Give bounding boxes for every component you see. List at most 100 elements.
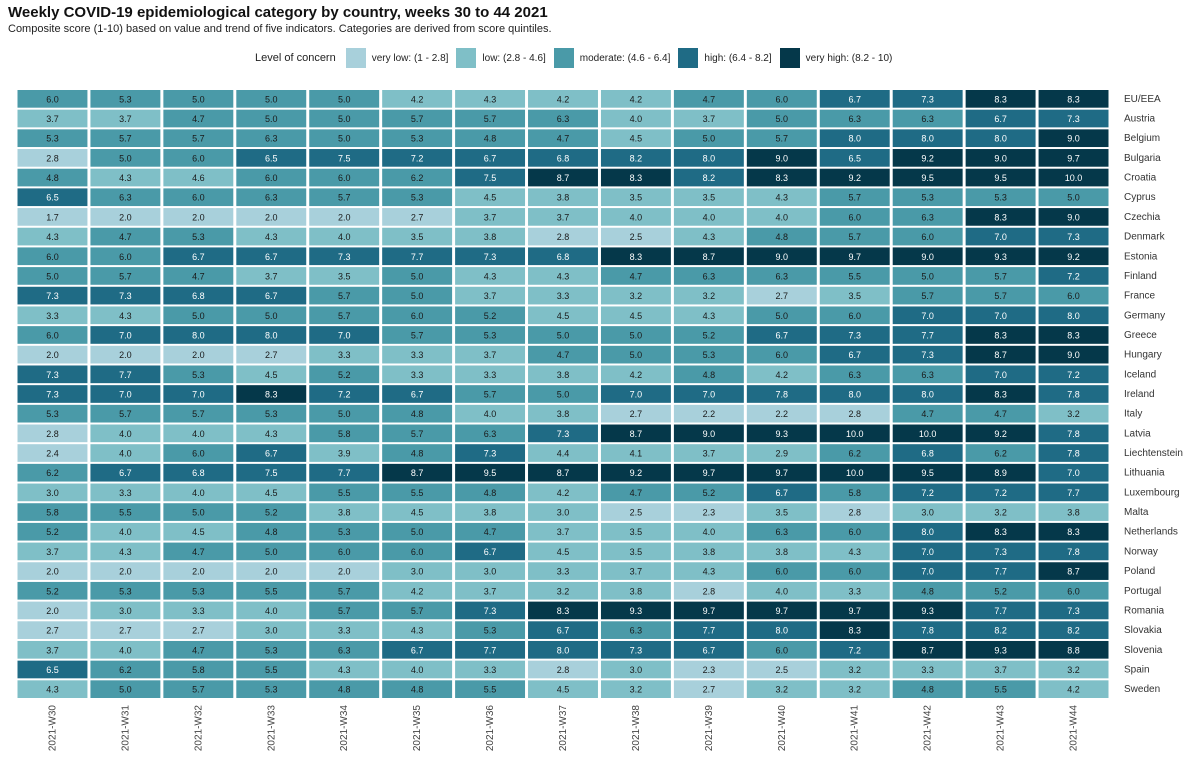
heatmap-cell [965,562,1036,580]
cell-value-label: 9.2 [630,468,643,478]
cell-value-label: 6.0 [776,350,789,360]
cell-value-label: 4.3 [119,173,132,183]
cell-value-label: 9.7 [848,606,861,616]
heatmap-cell [1038,109,1109,128]
heatmap-cell [309,601,380,620]
heatmap-cell [163,168,234,187]
column-label: 2021-W40 [777,705,788,752]
heatmap-cell [600,660,671,679]
heatmap-cell [819,640,890,659]
cell-value-label: 3.8 [484,232,497,242]
row-label: Italy [1124,409,1142,420]
cell-value-label: 4.3 [46,685,59,695]
cell-value-label: 6.0 [1067,586,1080,596]
cell-value-label: 5.7 [776,134,789,144]
cell-value-label: 3.7 [46,547,59,557]
heatmap-cell [673,640,744,659]
heatmap-cell [1038,326,1109,344]
heatmap-cell [673,581,744,600]
heatmap-cell [965,404,1036,423]
cell-value-label: 5.2 [994,586,1007,596]
cell-value-label: 6.0 [119,252,132,262]
heatmap-cell [600,208,671,226]
heatmap-cell [163,601,234,620]
cell-value-label: 4.8 [484,134,497,144]
heatmap-cell [90,522,161,541]
cell-value-label: 3.7 [703,449,716,459]
cell-value-label: 5.3 [46,409,59,419]
cell-value-label: 8.0 [192,330,205,340]
heatmap-cell [236,601,307,620]
cell-value-label: 4.2 [1067,685,1080,695]
heatmap-cell [892,463,963,482]
cell-value-label: 6.8 [192,291,205,301]
heatmap-cell [819,680,890,698]
heatmap-cell [746,365,817,384]
heatmap-cell [382,542,453,561]
cell-value-label: 6.3 [776,527,789,537]
heatmap-cell [600,365,671,384]
legend-swatch [678,48,699,68]
heatmap-cell [819,149,890,167]
cell-value-label: 9.2 [1067,252,1080,262]
cell-value-label: 3.3 [484,665,497,675]
heatmap-cell [746,444,817,462]
cell-value-label: 9.7 [703,468,716,478]
heatmap-cell [746,404,817,423]
heatmap-cell [382,522,453,541]
heatmap-cell [819,326,890,344]
cell-value-label: 3.8 [557,409,570,419]
cell-value-label: 6.3 [484,429,497,439]
heatmap-cell [965,680,1036,698]
heatmap-cell [965,267,1036,285]
heatmap-cell [163,267,234,285]
heatmap-cell [163,385,234,403]
cell-value-label: 4.8 [921,685,934,695]
heatmap-cell [309,503,380,521]
cell-value-label: 7.3 [630,645,643,655]
heatmap-cell [1038,208,1109,226]
cell-value-label: 5.0 [265,311,278,321]
cell-value-label: 6.8 [557,252,570,262]
heatmap-cell [455,385,526,403]
cell-value-label: 5.2 [338,370,351,380]
heatmap-cell [965,306,1036,325]
cell-value-label: 7.3 [921,94,934,104]
cell-value-label: 4.3 [119,311,132,321]
row-label: Croatia [1124,173,1157,184]
heatmap-cell [455,208,526,226]
heatmap-cell [236,365,307,384]
column-label: 2021-W41 [850,705,861,752]
heatmap-cell [600,562,671,580]
cell-value-label: 2.5 [630,508,643,518]
cell-value-label: 2.0 [46,606,59,616]
cell-value-label: 2.8 [46,153,59,163]
legend-label: moderate: (4.6 - 6.4] [579,52,671,64]
heatmap-cell [1038,660,1109,679]
heatmap-cell [673,109,744,128]
cell-value-label: 7.2 [848,645,861,655]
cell-value-label: 6.7 [776,330,789,340]
heatmap-cell [90,621,161,639]
heatmap-cell [528,483,598,502]
cell-value-label: 9.7 [776,606,789,616]
cell-value-label: 4.0 [119,429,132,439]
cell-value-label: 2.8 [703,586,716,596]
heatmap-cell [17,227,88,246]
heatmap-cell [455,306,526,325]
cell-value-label: 6.5 [46,665,59,675]
heatmap-cell [892,227,963,246]
heatmap-cell [965,621,1036,639]
cell-value-label: 6.7 [119,468,132,478]
cell-value-label: 7.3 [484,449,497,459]
cell-value-label: 7.0 [921,311,934,321]
legend-label: low: (2.8 - 4.6] [482,52,546,64]
heatmap-cell [90,562,161,580]
heatmap-cell [819,660,890,679]
cell-value-label: 8.3 [1067,330,1080,340]
cell-value-label: 2.7 [703,685,716,695]
heatmap-cell [17,542,88,561]
cell-value-label: 4.0 [630,114,643,124]
heatmap-cell [819,503,890,521]
heatmap-cell [746,326,817,344]
